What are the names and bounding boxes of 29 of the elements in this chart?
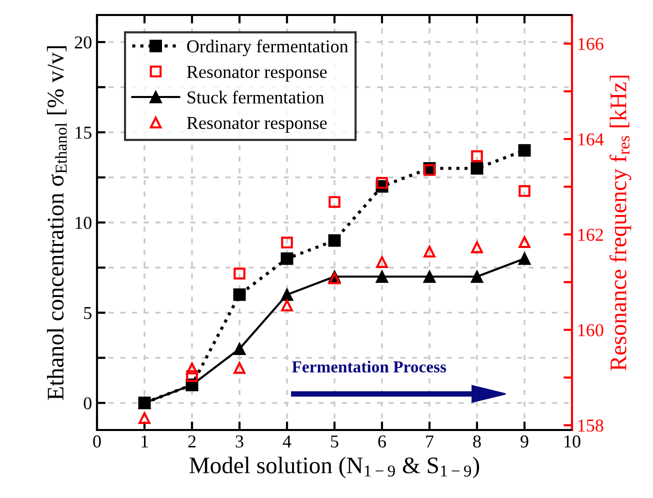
x-tick-label: 2	[188, 435, 196, 448]
y-tick-label: 10	[76, 216, 92, 229]
x-tick-label: 8	[473, 435, 481, 448]
x-tick-label: 10	[564, 435, 580, 448]
y2-tick-label: 164	[578, 133, 604, 146]
y-tick-label: 15	[76, 126, 92, 139]
x-tick-label: 7	[426, 436, 434, 448]
x-tick-label: 9	[520, 435, 528, 448]
x-tick-label: 0	[93, 435, 101, 448]
x-tick-label: 3	[236, 435, 244, 448]
y2-tick-label: 158	[578, 419, 604, 432]
x-tick-label: 1	[142, 435, 148, 448]
y-tick-label: 0	[84, 397, 92, 410]
y2-tick-label: 160	[578, 324, 604, 336]
annotation: Fermentation Process	[292, 360, 446, 372]
legend-label: Resonator response	[186, 66, 327, 82]
y-tick-label: 20	[74, 36, 92, 49]
x-tick-label: 5	[331, 436, 338, 448]
legend-label: Resonator response	[186, 117, 327, 133]
y2-axis-title: Resonance frequency f$_{res}$ [kHz]	[610, 76, 632, 371]
x-axis-title: Model solution (N$_{1−9}$ & S$_{1−9}$)	[190, 456, 480, 478]
y-axis-title: Ethanol concentration σ$_{Ethanol}$ [% v/v]	[46, 46, 67, 400]
x-tick-label: 6	[378, 435, 386, 448]
y2-tick-label: 166	[578, 38, 604, 50]
x-tick-label: 4	[282, 436, 292, 448]
legend-label: Stuck fermentation	[188, 90, 324, 104]
y-tick-label: 5	[84, 307, 92, 320]
y2-tick-label: 162	[578, 228, 603, 241]
legend-label: Ordinary fermentation	[187, 40, 348, 56]
